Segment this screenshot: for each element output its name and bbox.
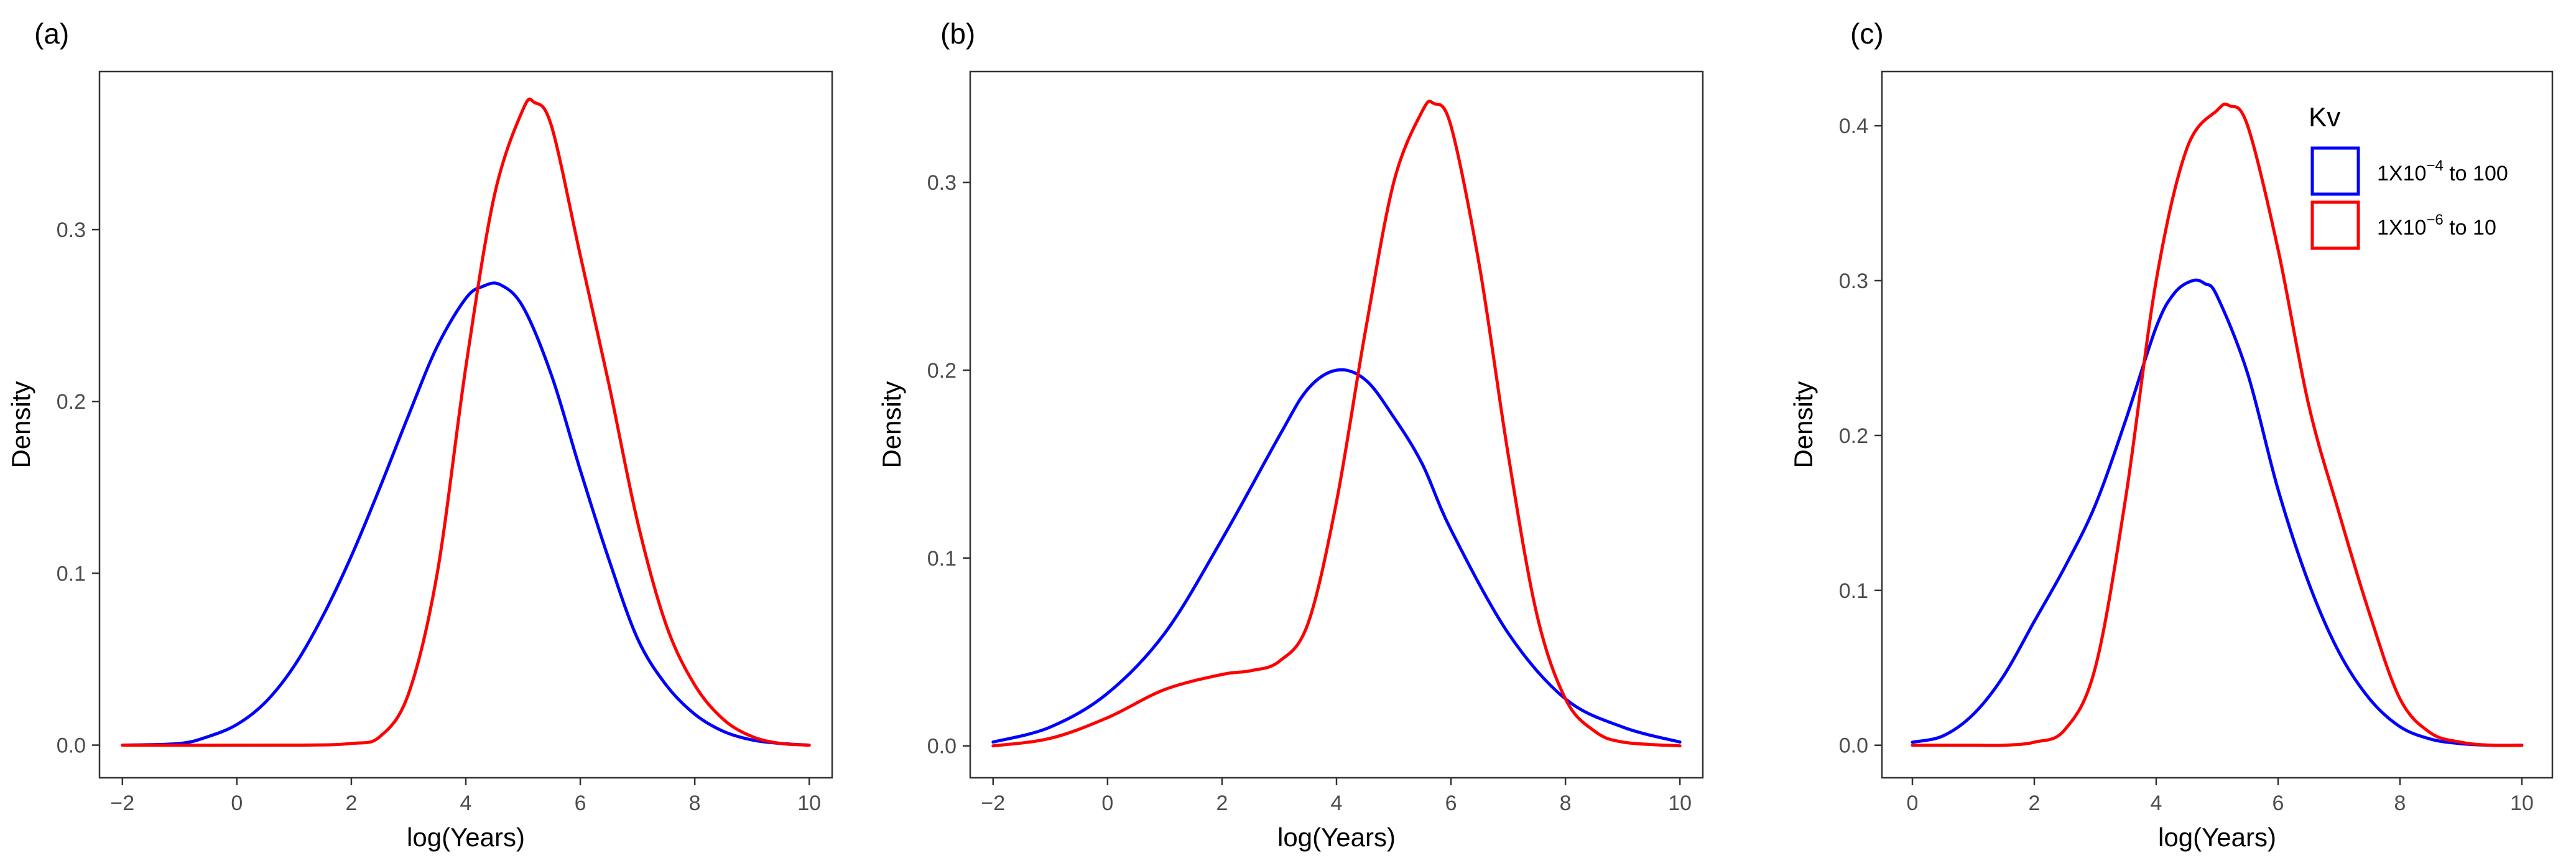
x-axis-label-a: log(Years) — [407, 823, 525, 852]
y-axis-label-b: Density — [877, 381, 906, 468]
series-line-c-blue — [1911, 278, 2524, 747]
x-tick-label-a-0: −2 — [110, 791, 134, 815]
x-tick-label-c-2: 4 — [2151, 791, 2162, 815]
x-tick-label-b-4: 6 — [1445, 791, 1457, 815]
x-tick-label-c-3: 6 — [2273, 791, 2284, 815]
y-tick-label-b-2: 0.2 — [927, 359, 957, 383]
y-tick-label-a-3: 0.3 — [57, 218, 86, 242]
x-tick-label-a-2: 2 — [345, 791, 357, 815]
x-tick-label-a-6: 10 — [797, 791, 821, 815]
panel-b: (b) Density log(Years) −2 0 2 4 6 8 10 0.0 0.1 0.… — [877, 17, 1704, 852]
series-line-c-red — [1911, 102, 2524, 747]
x-tick-label-a-1: 0 — [231, 791, 243, 815]
legend: Kv 1X10−4 to 100 1X10−6 to 10 — [2309, 102, 2508, 250]
y-tick-label-b-3: 0.3 — [927, 171, 957, 195]
x-tick-label-a-3: 4 — [460, 791, 472, 815]
y-tick-label-c-3: 0.3 — [1839, 269, 1868, 293]
panel-a: (a) Density log(Years) −2 0 2 4 6 8 10 0.0 0.1 0.… — [6, 17, 833, 852]
y-tick-label-a-1: 0.1 — [57, 562, 86, 586]
series-line-a-blue — [121, 281, 811, 747]
x-tick-label-b-5: 8 — [1560, 791, 1572, 815]
series-line-b-blue — [991, 368, 1682, 744]
legend-label-blue: 1X10−4 to 100 — [2377, 157, 2508, 185]
plot-frame-a — [98, 70, 833, 779]
plot-frame-c — [1881, 70, 2554, 779]
x-tick-label-c-1: 2 — [2029, 791, 2041, 815]
y-axis-label-a: Density — [6, 381, 35, 468]
x-tick-label-b-3: 4 — [1331, 791, 1343, 815]
x-tick-label-a-4: 6 — [575, 791, 586, 815]
panel-label-c: (c) — [1850, 17, 1884, 50]
panel-label-a: (a) — [34, 17, 69, 50]
x-axis-label-c: log(Years) — [2158, 823, 2276, 852]
x-tick-label-c-4: 8 — [2394, 791, 2406, 815]
y-tick-label-a-0: 0.0 — [57, 734, 86, 758]
plot-frame-b — [969, 70, 1704, 779]
x-axis-label-b: log(Years) — [1277, 823, 1396, 852]
x-tick-label-b-0: −2 — [981, 791, 1005, 815]
y-tick-label-b-1: 0.1 — [927, 547, 957, 571]
x-tick-label-b-1: 0 — [1101, 791, 1113, 815]
y-tick-label-a-2: 0.2 — [57, 390, 86, 414]
x-tick-label-a-5: 8 — [689, 791, 701, 815]
y-tick-label-c-2: 0.2 — [1839, 424, 1868, 448]
x-tick-label-b-2: 2 — [1216, 791, 1228, 815]
panel-label-b: (b) — [940, 17, 975, 50]
y-tick-label-b-0: 0.0 — [927, 735, 957, 758]
y-tick-label-c-0: 0.0 — [1839, 734, 1868, 758]
legend-key-red — [2310, 200, 2360, 250]
x-tick-label-c-5: 10 — [2510, 791, 2534, 815]
y-tick-label-c-1: 0.1 — [1839, 579, 1868, 603]
y-axis-label-c: Density — [1789, 381, 1818, 468]
legend-key-blue — [2310, 146, 2360, 196]
series-line-a-red — [121, 97, 811, 747]
legend-label-red: 1X10−6 to 10 — [2377, 212, 2496, 240]
y-tick-label-c-4: 0.4 — [1839, 114, 1868, 138]
series-line-b-red — [991, 100, 1682, 748]
x-tick-label-b-6: 10 — [1668, 791, 1692, 815]
legend-title: Kv — [2309, 102, 2340, 133]
x-tick-label-c-0: 0 — [1907, 791, 1919, 815]
panel-c: (c) Density log(Years) 0 2 4 6 8 10 0.0 0.1 0.2 0… — [1789, 17, 2554, 852]
